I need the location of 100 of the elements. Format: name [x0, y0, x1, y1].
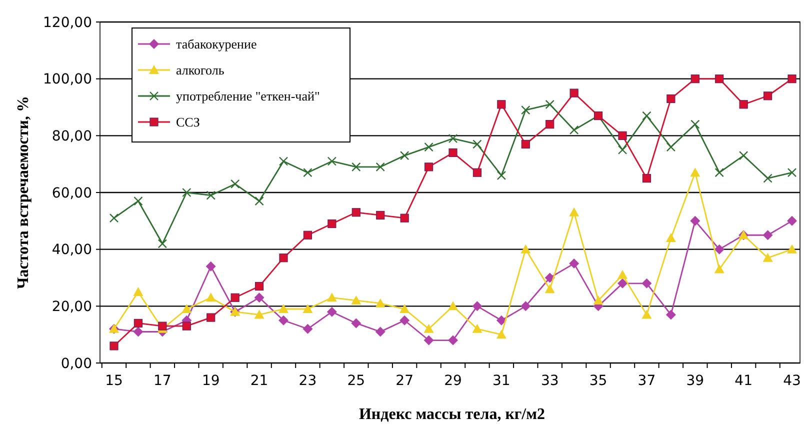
point	[279, 254, 288, 262]
point	[326, 306, 337, 317]
point	[352, 208, 360, 217]
point	[714, 168, 724, 178]
point	[593, 295, 604, 304]
point	[424, 335, 434, 346]
point	[472, 140, 482, 149]
x-tick-label: 39	[686, 373, 704, 389]
point	[472, 301, 482, 312]
point	[400, 304, 410, 314]
point	[448, 335, 458, 346]
point	[351, 318, 362, 328]
point	[133, 326, 144, 337]
x-tick-label: 25	[347, 373, 366, 389]
point	[182, 304, 192, 314]
x-tick-label: 33	[540, 373, 559, 389]
point	[424, 162, 434, 172]
point	[206, 313, 216, 322]
point	[642, 174, 652, 183]
x-tick-label: 29	[444, 373, 462, 389]
point	[520, 301, 531, 312]
point	[496, 170, 506, 180]
x-tick-label: 35	[589, 373, 608, 389]
point	[666, 232, 676, 242]
point	[376, 210, 385, 220]
point	[739, 100, 748, 109]
point	[618, 131, 627, 140]
point	[521, 140, 530, 148]
point	[666, 142, 676, 152]
point	[134, 318, 143, 328]
point	[472, 168, 482, 177]
x-tick-label: 27	[396, 373, 414, 389]
point	[715, 74, 724, 84]
point	[424, 142, 434, 152]
point	[134, 196, 143, 206]
point	[352, 162, 361, 172]
point	[448, 148, 458, 158]
point	[327, 156, 337, 166]
point	[230, 179, 240, 189]
point	[618, 270, 628, 279]
point	[690, 168, 700, 177]
point	[521, 105, 530, 115]
point	[230, 293, 240, 302]
point	[254, 196, 264, 206]
point	[351, 295, 362, 304]
y-tick-label: 20,00	[52, 299, 92, 316]
point	[714, 264, 724, 274]
y-tick-label: 120,00	[43, 14, 92, 31]
point	[328, 219, 336, 228]
point	[206, 261, 216, 272]
point	[569, 125, 579, 135]
x-tick-label: 37	[638, 373, 656, 389]
point	[326, 292, 337, 302]
legend-label: употребление "еткен-чай"	[176, 88, 320, 104]
point	[520, 244, 531, 254]
point	[303, 230, 312, 240]
point	[206, 292, 216, 302]
point	[278, 304, 288, 314]
point	[544, 272, 555, 283]
point	[133, 286, 144, 296]
point	[763, 92, 772, 100]
point	[666, 94, 676, 104]
point	[570, 88, 578, 98]
point	[424, 324, 434, 333]
legend-label: ССЗ	[176, 114, 200, 130]
point	[254, 282, 264, 291]
point	[302, 304, 313, 314]
point	[787, 244, 797, 254]
point	[545, 100, 554, 110]
point	[544, 284, 555, 294]
point	[642, 310, 652, 319]
y-tick-label: 60,00	[52, 185, 92, 202]
y-tick-label: 100,00	[43, 72, 92, 88]
point	[714, 244, 724, 254]
point	[110, 342, 118, 350]
point	[400, 214, 409, 222]
point	[762, 252, 773, 262]
point	[254, 292, 264, 303]
point	[158, 322, 167, 330]
point	[763, 174, 772, 183]
point	[375, 298, 386, 308]
point	[109, 213, 119, 223]
legend-label: табакокурение	[176, 36, 257, 52]
point	[278, 156, 288, 166]
point	[738, 150, 748, 160]
y-tick-label: 40,00	[52, 242, 92, 258]
x-tick-label: 41	[734, 373, 752, 389]
point	[448, 301, 458, 310]
point	[254, 310, 264, 319]
y-axis-title: Частота встречаемости, %	[15, 96, 32, 289]
x-tick-label: 31	[492, 373, 510, 389]
x-tick-label: 23	[298, 373, 317, 389]
point	[788, 74, 796, 84]
point	[690, 74, 700, 84]
point	[762, 230, 773, 240]
point	[400, 315, 410, 326]
point	[497, 100, 506, 109]
x-tick-label: 17	[154, 373, 172, 389]
point	[618, 278, 628, 288]
point	[546, 120, 554, 129]
